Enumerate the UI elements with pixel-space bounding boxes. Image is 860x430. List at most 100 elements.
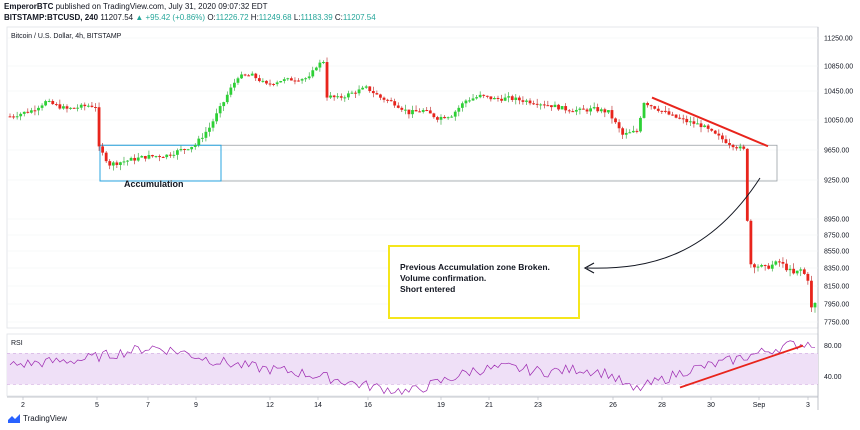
candle [795, 270, 799, 276]
candle [133, 154, 137, 165]
candle [51, 99, 55, 105]
candlestick-series [8, 57, 817, 313]
candle [236, 76, 240, 85]
candle [165, 154, 169, 160]
note-box [388, 245, 580, 319]
candle [810, 275, 813, 313]
candle [289, 76, 293, 81]
candle [307, 72, 311, 80]
candle [293, 77, 297, 85]
candle [478, 91, 482, 99]
publish-info: EmperorBTC published on TradingView.com,… [4, 2, 268, 11]
arrow-head [583, 262, 595, 274]
price-tick-label: 8950.00 [824, 217, 849, 224]
time-tick-label: 23 [534, 402, 542, 409]
candle [76, 104, 80, 112]
brand-name[interactable]: TradingView [23, 413, 68, 423]
candle [129, 156, 133, 161]
price-tick-label: 11250.00 [824, 36, 853, 43]
candle [115, 160, 119, 169]
candle [578, 107, 582, 115]
candle [126, 159, 129, 166]
candle [660, 110, 664, 114]
candle [339, 93, 343, 101]
candle [300, 78, 304, 84]
candle [507, 92, 511, 103]
candle [193, 143, 197, 150]
candle [183, 148, 186, 154]
candle [592, 102, 596, 110]
candle [215, 108, 218, 125]
candle [756, 264, 760, 272]
candle [297, 78, 300, 82]
candle [172, 150, 176, 159]
rsi-axis[interactable]: 40.00 80.00 [824, 343, 842, 381]
candle [738, 143, 742, 152]
candle [639, 116, 642, 133]
candle [336, 93, 340, 99]
candle [546, 100, 550, 107]
candle [119, 161, 122, 171]
candle [585, 107, 589, 115]
candle [197, 135, 201, 148]
candle [745, 148, 749, 222]
candle [261, 78, 265, 83]
rsi-line [9, 340, 816, 396]
candle [240, 71, 243, 79]
candle [785, 259, 788, 272]
candle [432, 112, 436, 119]
candle [279, 80, 283, 83]
candle [265, 80, 268, 86]
candle [603, 107, 607, 118]
chart-title: Bitcoin / U.S. Dollar, 4h, BITSTAMP [11, 33, 122, 40]
candle [158, 154, 162, 162]
candle [33, 105, 37, 116]
candle [564, 103, 568, 114]
candle [275, 80, 279, 87]
low-value: 11183.39 [300, 13, 333, 22]
candle [514, 94, 518, 105]
candle [396, 102, 400, 109]
candle [37, 105, 40, 116]
candle [247, 73, 251, 77]
candle [69, 107, 72, 110]
time-tick-label: 3 [806, 402, 810, 409]
candle [8, 113, 12, 118]
candle [386, 98, 389, 104]
candle [72, 107, 76, 109]
candle [346, 90, 350, 101]
candle [617, 119, 621, 133]
candle [411, 105, 414, 119]
time-axis[interactable]: 2 5 7 9 12 14 16 19 21 23 26 28 30 Sep 3 [21, 397, 810, 409]
candle [621, 126, 625, 139]
price-axis[interactable]: 7750.00 7950.00 8150.00 8350.00 8550.00 8750.… [824, 36, 853, 327]
candle [257, 74, 261, 83]
candle [211, 118, 215, 132]
candle [29, 107, 33, 114]
candle [364, 84, 368, 89]
close-value: 11207.54 [342, 13, 376, 22]
candle [229, 84, 233, 98]
candle [233, 78, 236, 91]
candle [574, 106, 578, 116]
accumulation-zone [99, 144, 778, 182]
candle [802, 267, 806, 275]
candle [325, 57, 329, 101]
candle [136, 152, 140, 162]
candle [371, 86, 375, 98]
candle [781, 257, 785, 268]
rsi-tick-label: 40.00 [824, 374, 842, 381]
rsi-divergence-line [679, 344, 804, 389]
candle [642, 102, 646, 119]
author-name[interactable]: EmperorBTC [4, 2, 54, 11]
candle [777, 258, 781, 267]
candle [649, 104, 653, 110]
tradingview-logo-icon[interactable] [8, 413, 20, 423]
candle [19, 112, 23, 121]
downtrend-line [651, 96, 769, 148]
accumulation-box [99, 144, 222, 182]
candle [656, 105, 660, 113]
candle [400, 106, 404, 113]
candle [589, 105, 592, 116]
